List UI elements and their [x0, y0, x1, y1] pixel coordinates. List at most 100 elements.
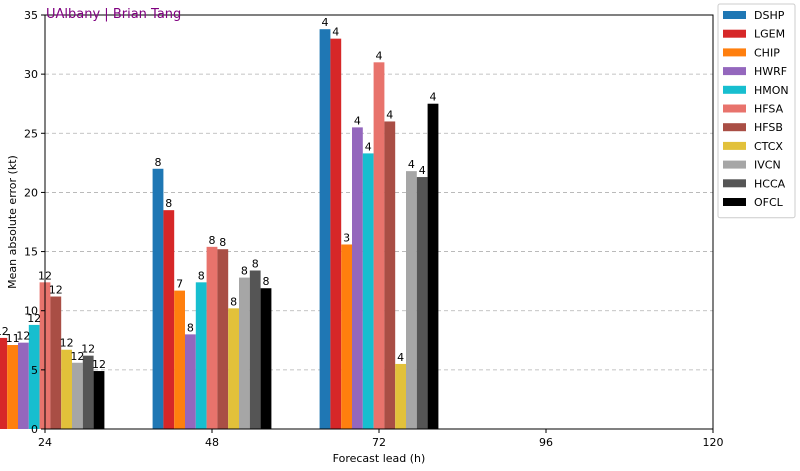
legend-label-lgem: LGEM — [754, 28, 785, 41]
bar-hmon-48 — [195, 282, 207, 429]
bar-count-label: 7 — [176, 278, 183, 291]
bar-count-label: 4 — [408, 158, 415, 171]
bar-count-label: 8 — [219, 236, 226, 249]
y-tick-label: 0 — [31, 423, 38, 436]
bar-count-label: 8 — [187, 321, 194, 334]
y-tick-label: 5 — [31, 364, 38, 377]
bar-count-label: 8 — [209, 234, 216, 247]
legend-label-ivcn: IVCN — [754, 159, 781, 172]
bar-hcca-48 — [249, 270, 261, 429]
legend-label-ofcl: OFCL — [754, 196, 784, 209]
bar-hmon-72 — [362, 153, 374, 429]
bar-chip-24 — [7, 345, 18, 429]
y-axis-label: Mean absolute error (kt) — [6, 155, 19, 289]
bar-count-label: 4 — [419, 164, 426, 177]
y-tick-label: 25 — [24, 127, 38, 140]
legend-swatch-ivcn — [723, 160, 746, 169]
bar-count-label: 8 — [252, 257, 259, 270]
x-tick-label: 24 — [38, 436, 52, 449]
y-tick-label: 10 — [24, 305, 38, 318]
bar-hfsa-72 — [373, 62, 385, 430]
bars — [0, 29, 439, 430]
bar-hwrf-72 — [352, 127, 363, 429]
bar-count-label: 3 — [343, 231, 350, 244]
legend-swatch-dshp — [723, 11, 746, 19]
bar-ivcn-72 — [406, 171, 417, 429]
bar-count-label: 4 — [332, 26, 339, 39]
legend-swatch-ofcl — [723, 198, 746, 206]
bar-dshp-72 — [319, 29, 331, 430]
bar-hfsb-72 — [384, 121, 396, 429]
data-labels: 1212111212121212121212887888888884434444… — [0, 16, 437, 371]
bar-hwrf-24 — [18, 342, 29, 429]
bar-count-label: 12 — [27, 312, 41, 325]
bar-ivcn-48 — [239, 277, 250, 429]
bar-count-label: 12 — [92, 358, 106, 371]
bar-ofcl-24 — [93, 371, 105, 429]
bar-count-label: 12 — [49, 284, 63, 297]
bar-count-label: 4 — [322, 16, 329, 29]
x-tick-label: 48 — [205, 436, 219, 449]
x-axis-ticks: 24 48 72 96 120 — [38, 429, 724, 449]
bar-count-label: 12 — [16, 330, 30, 343]
legend-label-hfsa: HFSA — [754, 103, 784, 116]
bar-ctcx-48 — [228, 308, 239, 429]
bar-hcca-24 — [82, 355, 94, 429]
y-axis-ticks: 0 5 10 15 20 25 30 35 — [24, 9, 45, 436]
bar-hwrf-48 — [185, 334, 196, 429]
legend-label-chip: CHIP — [754, 46, 780, 59]
bar-hfsb-48 — [217, 249, 229, 429]
legend-label-ctcx: CTCX — [754, 140, 783, 153]
legend-swatch-chip — [723, 48, 746, 57]
legend-label-hfsb: HFSB — [754, 121, 783, 134]
x-tick-label: 120 — [703, 436, 724, 449]
bar-count-label: 4 — [376, 49, 383, 62]
x-tick-label: 72 — [372, 436, 386, 449]
bar-hcca-72 — [416, 177, 428, 429]
bar-count-label: 12 — [70, 350, 84, 363]
legend-swatch-ctcx — [723, 141, 746, 150]
bar-lgem-72 — [330, 38, 342, 430]
bar-count-label: 4 — [354, 114, 361, 127]
bar-count-label: 4 — [365, 140, 372, 153]
x-tick-label: 96 — [539, 436, 553, 449]
bar-ivcn-24 — [72, 362, 83, 429]
bar-count-label: 4 — [430, 91, 437, 104]
bar-count-label: 8 — [165, 197, 172, 210]
bar-count-label: 8 — [230, 295, 237, 308]
bar-hmon-24 — [28, 324, 40, 429]
legend-label-hmon: HMON — [754, 84, 789, 97]
bar-count-label: 4 — [386, 108, 393, 121]
legend-swatch-hwrf — [723, 67, 746, 76]
bar-hfsb-24 — [50, 296, 62, 429]
bar-count-label: 12 — [81, 343, 95, 356]
bar-count-label: 11 — [6, 332, 20, 345]
legend: DSHP LGEM CHIP HWRF HMON HFSA HFSB CTCX IVCN HCCA… — [717, 3, 796, 219]
y-tick-label: 35 — [24, 9, 38, 22]
legend-label-dshp: DSHP — [754, 9, 785, 22]
bar-lgem-24 — [0, 337, 8, 429]
bar-count-label: 12 — [60, 337, 74, 350]
grid-lines — [45, 73, 713, 371]
y-tick-label: 15 — [24, 246, 38, 259]
legend-swatch-hfsb — [723, 123, 746, 132]
bar-count-label: 8 — [241, 265, 248, 278]
bar-ctcx-24 — [61, 349, 72, 429]
bar-count-label: 8 — [198, 269, 205, 282]
legend-swatch-lgem — [723, 29, 746, 38]
watermark-credit: UAlbany | Brian Tang — [46, 7, 181, 22]
bar-count-label: 4 — [397, 351, 404, 364]
y-tick-label: 30 — [24, 68, 38, 81]
legend-swatch-hfsa — [723, 104, 746, 113]
y-tick-label: 20 — [24, 186, 38, 199]
bar-ctcx-72 — [395, 363, 406, 429]
bar-dshp-48 — [152, 168, 164, 429]
legend-swatch-hmon — [723, 85, 746, 94]
bar-count-label: 8 — [155, 156, 162, 169]
x-axis-label: Forecast lead (h) — [333, 452, 426, 465]
legend-swatch-hcca — [723, 179, 746, 188]
legend-label-hcca: HCCA — [754, 177, 786, 190]
bar-count-label: 12 — [0, 325, 9, 338]
bar-lgem-48 — [163, 210, 175, 429]
